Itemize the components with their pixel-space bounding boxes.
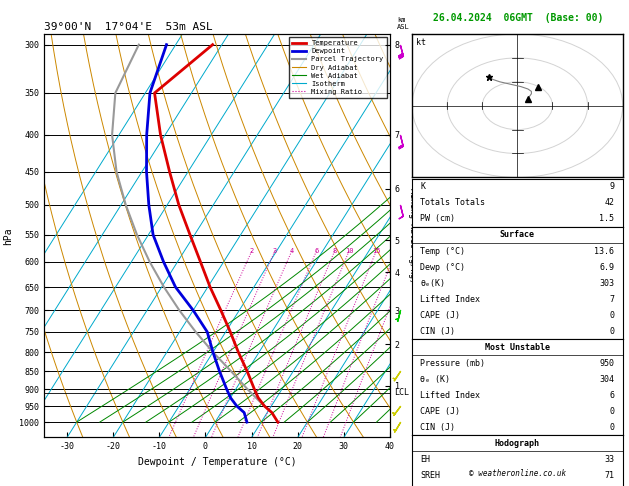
Text: 0: 0 <box>610 407 615 416</box>
Text: 6: 6 <box>610 391 615 400</box>
Text: LCL: LCL <box>394 388 409 397</box>
Text: Dewp (°C): Dewp (°C) <box>420 262 465 272</box>
Text: 15: 15 <box>372 248 381 254</box>
Text: 39°00'N  17°04'E  53m ASL: 39°00'N 17°04'E 53m ASL <box>44 22 213 32</box>
Text: θₑ(K): θₑ(K) <box>420 278 445 288</box>
Text: CAPE (J): CAPE (J) <box>420 407 460 416</box>
Text: 4: 4 <box>289 248 294 254</box>
Text: km
ASL: km ASL <box>397 17 409 30</box>
Text: Most Unstable: Most Unstable <box>485 343 550 352</box>
Text: 26.04.2024  06GMT  (Base: 00): 26.04.2024 06GMT (Base: 00) <box>433 13 604 23</box>
Text: SREH: SREH <box>420 471 440 480</box>
Text: EH: EH <box>420 455 430 464</box>
Y-axis label: Mixing Ratio (g/kg): Mixing Ratio (g/kg) <box>408 188 416 283</box>
Text: 9: 9 <box>610 182 615 191</box>
Text: 0: 0 <box>610 311 615 320</box>
Text: 3: 3 <box>272 248 277 254</box>
Text: 42: 42 <box>604 198 615 208</box>
X-axis label: Dewpoint / Temperature (°C): Dewpoint / Temperature (°C) <box>138 457 296 467</box>
Text: 0: 0 <box>610 327 615 336</box>
Text: K: K <box>420 182 425 191</box>
Text: Totals Totals: Totals Totals <box>420 198 486 208</box>
Text: 2: 2 <box>250 248 253 254</box>
Text: 10: 10 <box>345 248 353 254</box>
Text: 71: 71 <box>604 471 615 480</box>
Text: CAPE (J): CAPE (J) <box>420 311 460 320</box>
Text: © weatheronline.co.uk: © weatheronline.co.uk <box>469 469 566 478</box>
Text: 0: 0 <box>610 423 615 432</box>
Text: Lifted Index: Lifted Index <box>420 391 481 400</box>
Text: PW (cm): PW (cm) <box>420 214 455 224</box>
Text: Hodograph: Hodograph <box>495 439 540 448</box>
Text: 6.9: 6.9 <box>599 262 615 272</box>
Y-axis label: hPa: hPa <box>4 227 14 244</box>
Text: 950: 950 <box>599 359 615 368</box>
Text: 33: 33 <box>604 455 615 464</box>
Text: θₑ (K): θₑ (K) <box>420 375 450 384</box>
Text: Surface: Surface <box>500 230 535 240</box>
Text: Lifted Index: Lifted Index <box>420 295 481 304</box>
Text: 13.6: 13.6 <box>594 246 615 256</box>
Text: 8: 8 <box>332 248 337 254</box>
Text: Temp (°C): Temp (°C) <box>420 246 465 256</box>
Text: CIN (J): CIN (J) <box>420 327 455 336</box>
Text: 6: 6 <box>314 248 318 254</box>
Text: Pressure (mb): Pressure (mb) <box>420 359 486 368</box>
Legend: Temperature, Dewpoint, Parcel Trajectory, Dry Adiabat, Wet Adiabat, Isotherm, Mi: Temperature, Dewpoint, Parcel Trajectory… <box>289 37 386 98</box>
Text: 1.5: 1.5 <box>599 214 615 224</box>
Text: 7: 7 <box>610 295 615 304</box>
Text: CIN (J): CIN (J) <box>420 423 455 432</box>
Text: kt: kt <box>416 38 426 47</box>
Text: 303: 303 <box>599 278 615 288</box>
Text: 304: 304 <box>599 375 615 384</box>
